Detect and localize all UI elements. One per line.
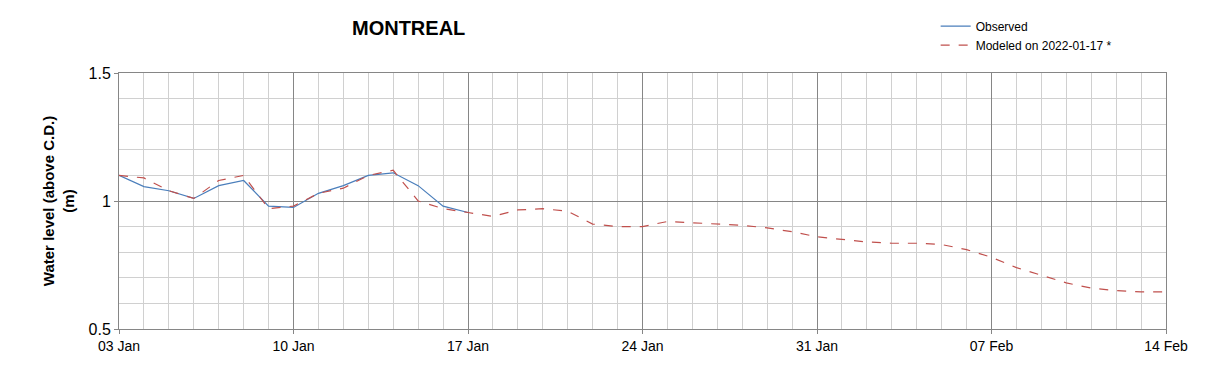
svg-text:17 Jan: 17 Jan	[447, 338, 489, 354]
svg-text:MONTREAL: MONTREAL	[352, 17, 465, 39]
svg-text:Observed: Observed	[976, 20, 1028, 34]
svg-text:0.5: 0.5	[89, 321, 111, 338]
svg-text:24 Jan: 24 Jan	[621, 338, 663, 354]
svg-text:31 Jan: 31 Jan	[796, 338, 838, 354]
svg-text:03 Jan: 03 Jan	[98, 338, 140, 354]
svg-text:14 Feb: 14 Feb	[1144, 338, 1188, 354]
svg-text:1: 1	[102, 193, 111, 210]
svg-text:Water level (above C.D.)(m): Water level (above C.D.)(m)	[40, 116, 77, 286]
svg-text:Modeled on 2022-01-17 *: Modeled on 2022-01-17 *	[976, 39, 1112, 53]
svg-text:07 Feb: 07 Feb	[970, 338, 1014, 354]
svg-text:10 Jan: 10 Jan	[272, 338, 314, 354]
svg-text:1.5: 1.5	[89, 65, 111, 82]
